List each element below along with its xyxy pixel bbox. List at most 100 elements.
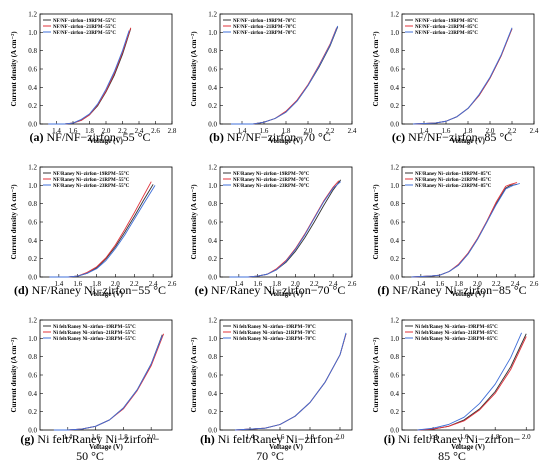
y-axis-label: Current density (A cm⁻²) bbox=[10, 31, 18, 107]
series-line-3 bbox=[231, 25, 339, 125]
panel-caption: (g) Ni felt/Raney Ni−zirfon− bbox=[20, 432, 159, 446]
series-line-3 bbox=[49, 185, 156, 278]
y-tick-label: 1.0 bbox=[390, 335, 399, 343]
x-tick-label: 1.4 bbox=[52, 127, 61, 135]
x-tick-label: 2.2 bbox=[492, 280, 501, 288]
y-tick-label: 0.8 bbox=[390, 353, 399, 361]
legend-entry: Ni felt/Raney Ni−zirfon−23RPM−85°C bbox=[415, 337, 498, 342]
x-tick-label: 2.6 bbox=[151, 127, 160, 135]
y-tick-label: 0.4 bbox=[28, 390, 37, 398]
x-tick-label: 2.0 bbox=[304, 127, 313, 135]
x-tick-label: 1.6 bbox=[460, 433, 469, 441]
x-tick-label: 2.4 bbox=[530, 127, 539, 135]
legend-entry: Ni felt/Raney Ni−zirfon−21RPM−85°C bbox=[415, 331, 498, 336]
caption-text: NF/NF−zirfon−55 °C bbox=[43, 130, 150, 144]
legend-entry: NF/NF−zirfon−23RPM−55°C bbox=[53, 31, 116, 36]
x-axis-label: Voltage (V) bbox=[269, 137, 303, 145]
x-tick-label: 1.6 bbox=[435, 280, 444, 288]
x-tick-label: 1.6 bbox=[69, 127, 78, 135]
x-tick-label: 1.4 bbox=[429, 433, 438, 441]
legend-entry: NF/Raney Ni−zirfon−21RPM−55°C bbox=[53, 178, 130, 183]
x-tick-label: 2.4 bbox=[135, 127, 144, 135]
y-tick-label: 0.4 bbox=[208, 84, 217, 92]
series-line-3 bbox=[53, 335, 163, 431]
legend-entry: NF/NF−zirfon−23RPM−85°C bbox=[415, 31, 478, 36]
x-tick-label: 1.6 bbox=[260, 127, 269, 135]
y-tick-label: 1.0 bbox=[28, 182, 37, 190]
x-tick-label: 1.4 bbox=[416, 280, 425, 288]
y-tick-label: 0.0 bbox=[28, 427, 37, 435]
x-tick-label: 2.0 bbox=[111, 280, 120, 288]
x-tick-label: 2.0 bbox=[473, 280, 482, 288]
y-tick-label: 0.2 bbox=[390, 255, 399, 263]
panel-caption-line-2: 85 °C bbox=[438, 449, 466, 463]
y-tick-label: 0.8 bbox=[28, 47, 37, 55]
y-tick-label: 1.2 bbox=[28, 11, 37, 19]
y-axis-label: Current density (A cm⁻²) bbox=[10, 337, 18, 413]
panel-caption: (c) NF/NF−zirfon−85 °C bbox=[392, 130, 512, 144]
y-axis-label: Current density (A cm⁻²) bbox=[372, 337, 380, 413]
y-axis-label: Current density (A cm⁻²) bbox=[10, 184, 18, 260]
y-tick-label: 0.0 bbox=[28, 121, 37, 129]
legend-entry: Ni felt/Raney Ni−zirfon−23RPM−55°C bbox=[53, 337, 136, 342]
y-tick-label: 1.0 bbox=[208, 29, 217, 37]
caption-letter: (b) bbox=[209, 130, 224, 144]
y-tick-label: 1.2 bbox=[390, 11, 399, 19]
x-tick-label: 1.8 bbox=[491, 433, 500, 441]
panel-caption: (i) Ni felt/Raney Ni−zirfon− bbox=[384, 432, 521, 446]
legend-entry: NF/Raney Ni−zirfon−21RPM−70°C bbox=[233, 178, 310, 183]
series-line-1 bbox=[53, 334, 163, 431]
x-tick-label: 2.0 bbox=[336, 433, 345, 441]
x-tick-label: 2.0 bbox=[147, 433, 156, 441]
y-axis-label: Current density (A cm⁻²) bbox=[190, 31, 198, 107]
y-tick-label: 0.6 bbox=[208, 66, 217, 74]
x-axis-label: Voltage (V) bbox=[89, 137, 123, 145]
panel-caption: (e) NF/Raney Ni−zirfon−70 °C bbox=[195, 283, 346, 297]
y-tick-label: 0.2 bbox=[390, 408, 399, 416]
x-tick-label: 2.4 bbox=[348, 127, 357, 135]
y-axis-label: Current density (A cm⁻²) bbox=[190, 184, 198, 260]
y-tick-label: 0.0 bbox=[390, 427, 399, 435]
series-line-2 bbox=[49, 181, 152, 278]
x-tick-label: 1.6 bbox=[276, 433, 285, 441]
legend-entry: NF/NF−zirfon−23RPM−70°C bbox=[233, 31, 296, 36]
y-tick-label: 1.0 bbox=[28, 29, 37, 37]
y-axis-label: Current density (A cm⁻²) bbox=[372, 184, 380, 260]
x-tick-label: 1.4 bbox=[246, 433, 255, 441]
series-line-3 bbox=[417, 332, 522, 431]
y-tick-label: 0.4 bbox=[390, 84, 399, 92]
legend-entry: NF/NF−zirfon−21RPM−70°C bbox=[233, 25, 296, 30]
x-axis-label: Voltage (V) bbox=[269, 443, 303, 451]
x-axis-label: Voltage (V) bbox=[89, 290, 123, 298]
series-line-1 bbox=[411, 183, 518, 278]
x-tick-label: 2.2 bbox=[508, 127, 517, 135]
chart-panel-8: 1.4 1.6 1.8 2.0 0.0 0.2 0.4 0.6 0.8 1.0 1.2 Voltage… bbox=[190, 317, 353, 463]
legend-entry: NF/NF−zirfon−19RPM−55°C bbox=[53, 19, 116, 24]
legend-entry: NF/Raney Ni−zirfon−19RPM−85°C bbox=[415, 172, 492, 177]
x-tick-label: 1.8 bbox=[272, 280, 281, 288]
caption-text: NF/NF−zirfon−85 °C bbox=[405, 130, 512, 144]
y-tick-label: 0.6 bbox=[390, 66, 399, 74]
x-tick-label: 1.4 bbox=[234, 280, 243, 288]
y-tick-label: 1.0 bbox=[28, 335, 37, 343]
x-tick-label: 2.0 bbox=[102, 127, 111, 135]
y-tick-label: 0.4 bbox=[28, 237, 37, 245]
y-tick-label: 0.2 bbox=[28, 255, 37, 263]
x-axis-label: Voltage (V) bbox=[451, 290, 485, 298]
series-line-2 bbox=[48, 27, 132, 125]
series-line-1 bbox=[49, 184, 154, 278]
series-line-3 bbox=[229, 181, 341, 278]
x-tick-label: 1.8 bbox=[119, 433, 128, 441]
caption-text: Ni felt/Raney Ni−zirfon− bbox=[215, 432, 340, 446]
series-line-2 bbox=[412, 28, 513, 125]
x-tick-label: 2.0 bbox=[522, 433, 531, 441]
series-line-1 bbox=[231, 26, 339, 125]
caption-letter: (e) bbox=[195, 283, 208, 297]
panel-caption: (h) Ni felt/Raney Ni−zirfon− bbox=[200, 432, 340, 446]
series-line-1 bbox=[412, 28, 513, 125]
series-line-3 bbox=[234, 332, 347, 431]
legend-entry: NF/Raney Ni−zirfon−19RPM−55°C bbox=[53, 172, 130, 177]
x-tick-label: 1.4 bbox=[54, 280, 63, 288]
caption-text: NF/NF−zirfon−70 °C bbox=[224, 130, 331, 144]
